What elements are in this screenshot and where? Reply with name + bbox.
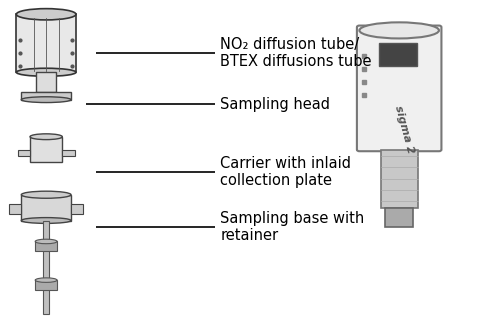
Ellipse shape <box>35 278 57 282</box>
Bar <box>18 150 30 156</box>
Bar <box>35 280 57 290</box>
Bar <box>16 14 76 72</box>
Bar <box>71 204 84 214</box>
Ellipse shape <box>22 97 71 103</box>
Text: NO₂ diffusion tube/
BTEX diffusions tube: NO₂ diffusion tube/ BTEX diffusions tube <box>220 37 372 69</box>
Text: Sampling head: Sampling head <box>220 97 330 112</box>
Text: Sampling base with
retainer: Sampling base with retainer <box>220 211 364 243</box>
Ellipse shape <box>22 218 71 223</box>
Bar <box>30 137 62 162</box>
Text: Carrier with inlaid
collection plate: Carrier with inlaid collection plate <box>220 156 351 188</box>
Ellipse shape <box>30 134 62 140</box>
Ellipse shape <box>16 68 76 76</box>
Bar <box>22 195 71 220</box>
Bar <box>380 150 418 208</box>
Bar <box>380 43 416 66</box>
Ellipse shape <box>360 22 439 38</box>
Ellipse shape <box>16 9 76 20</box>
Bar <box>22 92 71 100</box>
Bar <box>36 72 56 92</box>
Bar <box>386 208 413 227</box>
Bar <box>35 241 57 251</box>
Bar <box>43 220 49 314</box>
Text: sigma 2: sigma 2 <box>393 105 415 155</box>
FancyBboxPatch shape <box>357 26 442 151</box>
Ellipse shape <box>22 191 71 198</box>
Bar <box>62 150 74 156</box>
Ellipse shape <box>35 239 57 244</box>
Bar <box>9 204 22 214</box>
